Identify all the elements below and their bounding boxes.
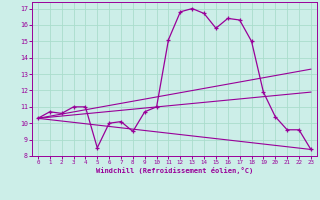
X-axis label: Windchill (Refroidissement éolien,°C): Windchill (Refroidissement éolien,°C)	[96, 167, 253, 174]
